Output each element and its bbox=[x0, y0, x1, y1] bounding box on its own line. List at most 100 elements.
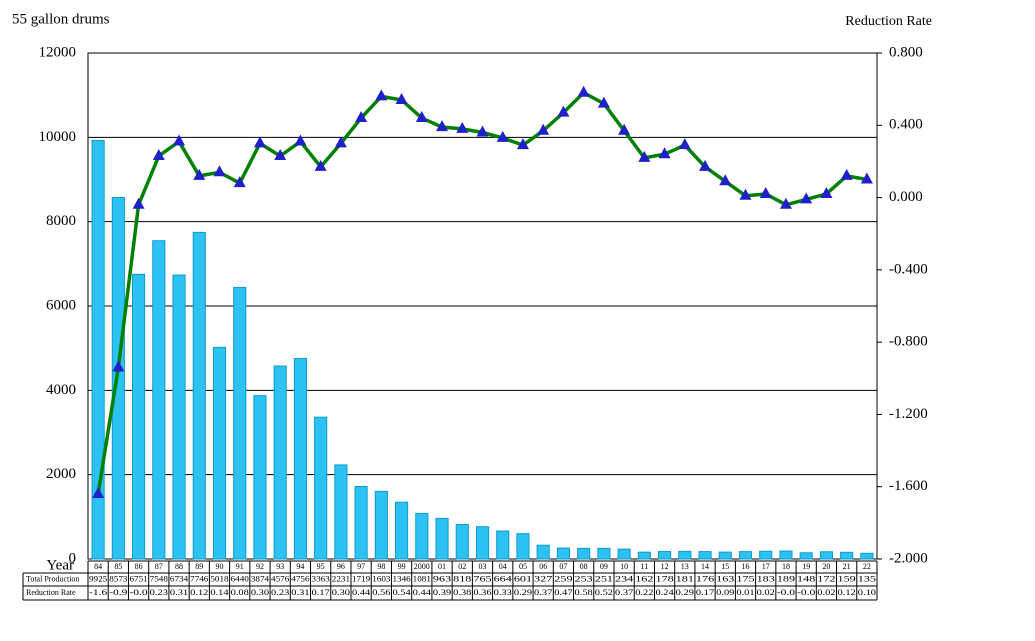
x-tick-label: 2000 bbox=[414, 562, 430, 571]
x-tick-label: 21 bbox=[843, 562, 851, 571]
marker bbox=[820, 186, 833, 198]
x-tick-label: 93 bbox=[276, 562, 284, 571]
x-tick-label: 92 bbox=[256, 562, 264, 571]
x-tick-label: 15 bbox=[721, 562, 729, 571]
table-cell: 7746 bbox=[190, 574, 208, 583]
table-cell: 163 bbox=[716, 574, 734, 583]
marker bbox=[678, 138, 691, 150]
x-tick-label: 10 bbox=[620, 562, 628, 571]
bar bbox=[759, 550, 773, 560]
table-cell: 0.54 bbox=[392, 588, 410, 597]
x-tick-label: 89 bbox=[195, 562, 203, 571]
table-cell: 664 bbox=[494, 574, 512, 583]
y2-tick-label: -0.400 bbox=[889, 261, 928, 277]
marker bbox=[233, 176, 246, 188]
bar bbox=[212, 346, 227, 560]
x-tick-label: 08 bbox=[580, 562, 588, 571]
x-tick-label: 14 bbox=[701, 562, 709, 571]
y-tick-label: 10000 bbox=[39, 129, 77, 145]
table-cell: 0.31 bbox=[170, 588, 188, 597]
bar bbox=[860, 552, 874, 560]
bar bbox=[799, 552, 813, 560]
marker bbox=[415, 111, 428, 123]
table-cell: 327 bbox=[534, 574, 552, 583]
marker bbox=[658, 147, 671, 159]
table-cell: 0.12 bbox=[838, 588, 856, 597]
y2-tick-label: 0.400 bbox=[889, 117, 923, 133]
bar bbox=[637, 551, 651, 560]
marker bbox=[800, 192, 813, 204]
table-cell: 601 bbox=[514, 574, 532, 583]
table-cell: 0.12 bbox=[190, 588, 208, 597]
y-tick-label: 8000 bbox=[46, 213, 76, 229]
y2-tick-label: 0.800 bbox=[889, 44, 923, 60]
marker bbox=[516, 138, 529, 150]
table-cell: 0.58 bbox=[575, 588, 593, 597]
bar bbox=[172, 274, 186, 560]
marker bbox=[496, 130, 509, 142]
table-cell: 175 bbox=[736, 574, 754, 583]
x-tick-label: 13 bbox=[681, 562, 689, 571]
bar bbox=[334, 464, 348, 560]
table-cell: 9925 bbox=[89, 574, 107, 583]
x-tick-label: 07 bbox=[559, 562, 567, 571]
marker bbox=[152, 149, 165, 161]
table-cell: 172 bbox=[817, 574, 835, 583]
bar bbox=[91, 139, 105, 560]
bar bbox=[658, 550, 672, 560]
x-tick-label: 86 bbox=[135, 562, 143, 571]
table-cell: 3874 bbox=[251, 574, 269, 583]
table-cell: 0.36 bbox=[473, 588, 491, 597]
table-cell: 0.37 bbox=[534, 588, 552, 597]
table-cell: 0.29 bbox=[514, 588, 532, 597]
table-cell: 0.01 bbox=[736, 588, 754, 597]
table-cell: 0.22 bbox=[635, 588, 653, 597]
table-cell: 0.23 bbox=[271, 588, 289, 597]
x-tick-label: 09 bbox=[600, 562, 608, 571]
marker bbox=[334, 136, 347, 148]
table-cell: 1081 bbox=[413, 574, 431, 583]
marker bbox=[274, 149, 287, 161]
marker bbox=[456, 121, 469, 133]
marker bbox=[577, 85, 590, 97]
y-tick-label: 12000 bbox=[39, 44, 77, 60]
bar bbox=[273, 365, 287, 560]
bar bbox=[314, 416, 328, 560]
table-cell: -0.0 bbox=[777, 588, 795, 597]
x-tick-label: 04 bbox=[499, 562, 507, 571]
table-cell: -0.0 bbox=[797, 588, 815, 597]
bar bbox=[779, 550, 793, 560]
bar bbox=[475, 526, 490, 560]
y-tick-label: 2000 bbox=[46, 466, 76, 482]
x-tick-label: 97 bbox=[357, 562, 365, 571]
bar bbox=[455, 524, 469, 560]
bar bbox=[354, 486, 368, 560]
bar bbox=[597, 547, 611, 560]
marker bbox=[436, 120, 449, 132]
bar bbox=[253, 395, 267, 560]
table-cell: 0.24 bbox=[655, 588, 673, 597]
table-cell: 0.31 bbox=[291, 588, 309, 597]
table-cell: 259 bbox=[554, 574, 572, 583]
table-cell: 1346 bbox=[392, 574, 410, 583]
y2-tick-label: -0.800 bbox=[889, 334, 928, 350]
x-tick-label: 96 bbox=[337, 562, 345, 571]
bar bbox=[152, 240, 166, 560]
table-cell: 0.44 bbox=[352, 588, 370, 597]
table-cell: 818 bbox=[453, 574, 471, 583]
table-cell: 162 bbox=[635, 574, 653, 583]
marker bbox=[213, 165, 226, 177]
table-cell: 7548 bbox=[150, 574, 168, 583]
bar bbox=[496, 530, 510, 560]
table-cell: 251 bbox=[595, 574, 613, 583]
table-cell: 0.02 bbox=[817, 588, 835, 597]
y2-tick-label: -1.600 bbox=[889, 478, 928, 494]
table-cell: 1719 bbox=[352, 574, 370, 583]
table-cell: 6751 bbox=[129, 574, 147, 583]
table-cell: 0.33 bbox=[494, 588, 512, 597]
bar bbox=[415, 512, 429, 560]
x-tick-label: 99 bbox=[398, 562, 406, 571]
y-tick-label: 4000 bbox=[46, 382, 76, 398]
marker bbox=[840, 168, 853, 180]
bar bbox=[293, 357, 307, 560]
